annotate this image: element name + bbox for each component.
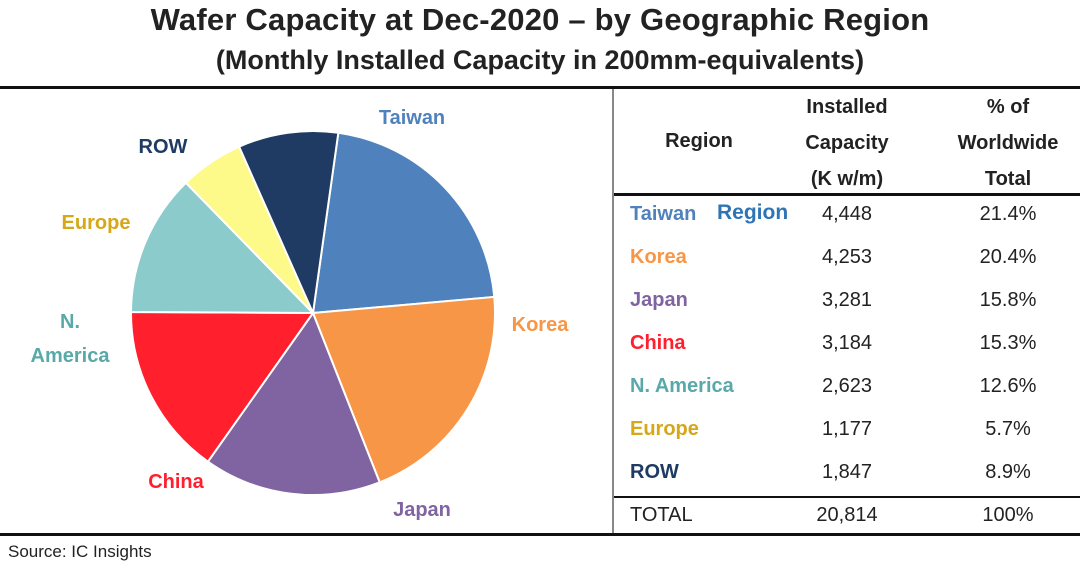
header-capacity-line: Capacity bbox=[805, 132, 889, 154]
pie-label-line: N. bbox=[60, 311, 80, 333]
pie-slice-taiwan bbox=[311, 131, 496, 315]
capacity-cell: 1,177 bbox=[821, 418, 873, 440]
pie-slice-japan bbox=[206, 310, 381, 496]
overlay-region-label: Region bbox=[717, 201, 789, 224]
header-share: % of Worldwide Total bbox=[934, 89, 1080, 197]
region-cell: China bbox=[630, 332, 686, 354]
capacity-cell: 1,847 bbox=[821, 461, 873, 483]
header-divider bbox=[614, 193, 1080, 196]
pie-label-taiwan: Taiwan bbox=[379, 101, 445, 135]
pie-slice-korea bbox=[311, 295, 496, 484]
source-note: Source: IC Insights bbox=[8, 542, 152, 561]
share-cell: 12.6% bbox=[979, 375, 1037, 397]
total-share-cell: 100% bbox=[982, 504, 1034, 526]
pie-label-line: Taiwan bbox=[378, 107, 446, 129]
pie-label-japan: Japan bbox=[393, 493, 451, 527]
table-row: ROW 1,847 8.9% bbox=[614, 451, 1080, 494]
table-row: China 3,184 15.3% bbox=[614, 322, 1080, 365]
total-capacity-cell: 20,814 bbox=[816, 504, 878, 526]
header-capacity-line: (K w/m) bbox=[810, 168, 884, 190]
capacity-cell: 2,623 bbox=[821, 375, 873, 397]
header-share-line: Worldwide bbox=[957, 132, 1059, 154]
table-row: Europe 1,177 5.7% bbox=[614, 408, 1080, 451]
header-capacity-line: Installed bbox=[806, 96, 888, 118]
region-cell: Taiwan bbox=[630, 203, 697, 225]
pie-slice-n-america bbox=[129, 181, 316, 315]
region-cell: Japan bbox=[630, 289, 688, 311]
capacity-cell: 4,448 bbox=[821, 203, 873, 225]
table-row: N. America 2,623 12.6% bbox=[614, 365, 1080, 408]
total-label-cell: TOTAL bbox=[630, 504, 693, 526]
pie-label-line: China bbox=[148, 471, 204, 493]
pie-slice-row bbox=[237, 130, 340, 317]
pie-label-row: ROW bbox=[139, 130, 188, 164]
pie-label-line: Japan bbox=[393, 499, 451, 521]
total-divider bbox=[614, 496, 1080, 498]
header-capacity: Installed Capacity (K w/m) bbox=[772, 89, 922, 197]
capacity-cell: 3,281 bbox=[821, 289, 873, 311]
bottom-divider bbox=[0, 533, 1080, 536]
table-row: Korea 4,253 20.4% bbox=[614, 236, 1080, 279]
pie-label-line: ROW bbox=[138, 136, 188, 158]
pie-label-korea: Korea bbox=[512, 308, 569, 342]
share-cell: 15.8% bbox=[979, 289, 1037, 311]
region-cell: N. America bbox=[630, 375, 734, 397]
chart-title: Wafer Capacity at Dec-2020 – by Geograph… bbox=[150, 2, 930, 37]
pie-svg bbox=[129, 130, 496, 496]
table-total-row: TOTAL 20,814 100% bbox=[614, 494, 1080, 537]
top-divider bbox=[0, 86, 1080, 89]
pie-label-line: America bbox=[30, 345, 110, 367]
chart-subtitle: (Monthly Installed Capacity in 200mm-equ… bbox=[215, 45, 865, 75]
capacity-cell: 3,184 bbox=[821, 332, 873, 354]
header-share-line: Total bbox=[984, 168, 1032, 190]
region-cell: Europe bbox=[630, 418, 699, 440]
share-cell: 20.4% bbox=[979, 246, 1037, 268]
share-cell: 15.3% bbox=[979, 332, 1037, 354]
region-cell: Korea bbox=[630, 246, 687, 268]
pie-chart: Taiwan Korea Japan China N. America Europe ROW bbox=[0, 89, 610, 533]
share-cell: 8.9% bbox=[985, 461, 1031, 483]
table-row: Japan 3,281 15.8% bbox=[614, 279, 1080, 322]
pie-label-line: Europe bbox=[61, 212, 131, 234]
region-cell: ROW bbox=[630, 461, 679, 483]
header-region: Region bbox=[665, 130, 733, 152]
pie-label-china: China bbox=[148, 465, 204, 499]
pie-label-n-america: N. America bbox=[31, 305, 110, 373]
share-cell: 5.7% bbox=[985, 418, 1031, 440]
pie-slice-china bbox=[129, 310, 315, 464]
header-share-line: % of bbox=[986, 96, 1030, 118]
share-cell: 21.4% bbox=[979, 203, 1037, 225]
pie-label-line: Korea bbox=[511, 314, 569, 336]
capacity-table: Region Installed Capacity (K w/m) % of W… bbox=[612, 89, 1080, 533]
capacity-cell: 4,253 bbox=[821, 246, 873, 268]
table-row: Taiwan 4,448 21.4% bbox=[614, 193, 1080, 236]
pie-label-europe: Europe bbox=[62, 206, 131, 240]
